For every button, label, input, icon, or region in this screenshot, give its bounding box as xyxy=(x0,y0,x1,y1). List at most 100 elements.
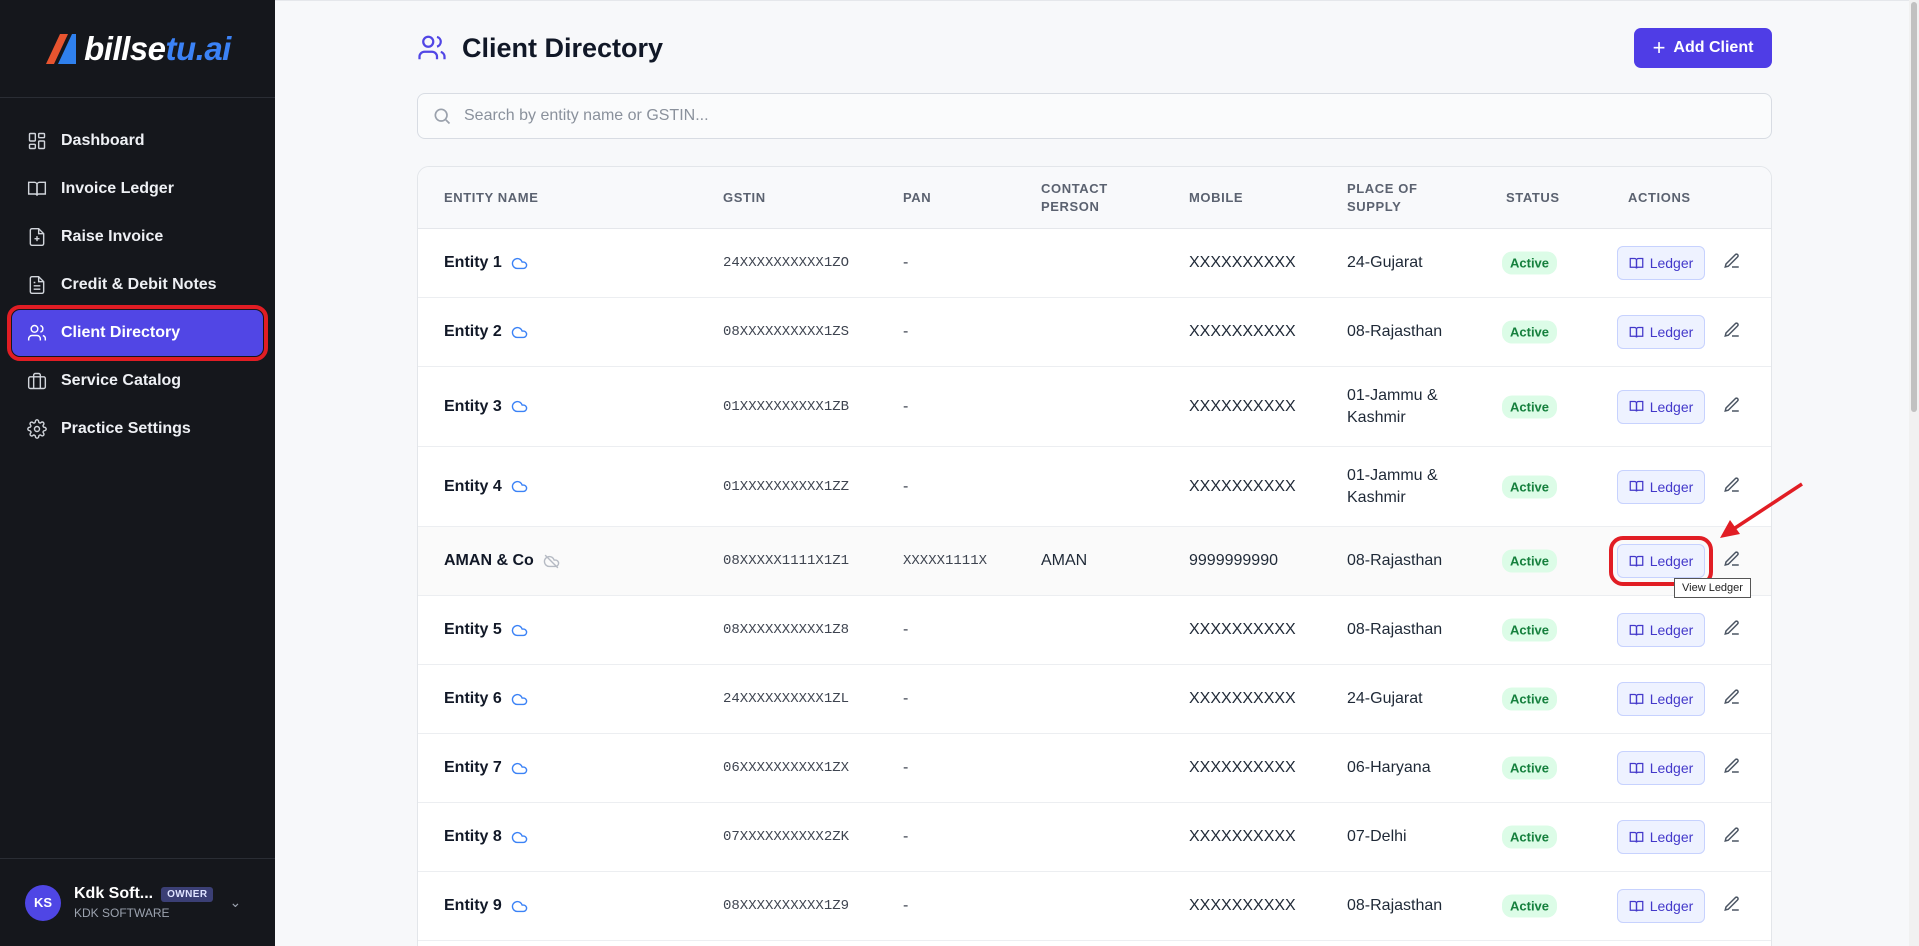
edit-icon xyxy=(1724,396,1739,412)
edit-button[interactable] xyxy=(1723,619,1745,641)
ledger-button[interactable]: Ledger xyxy=(1617,469,1705,504)
sidebar-item-practice-settings[interactable]: Practice Settings xyxy=(12,406,263,452)
edit-button[interactable] xyxy=(1723,688,1745,710)
file-text-icon xyxy=(29,275,45,295)
user-menu[interactable]: KS Kdk Soft... OWNER KDK SOFTWARE ⌄ xyxy=(0,858,275,946)
table-row[interactable]: Entity 8 07XXXXXXXXXX2ZK - XXXXXXXXXX 07… xyxy=(418,803,1771,872)
search-input[interactable] xyxy=(464,107,1664,125)
status-badge: Active xyxy=(1502,395,1558,418)
supply-cell: 08-Rajasthan xyxy=(1347,897,1443,914)
scrollbar[interactable] xyxy=(1909,0,1919,946)
book-icon xyxy=(1629,900,1644,912)
edit-button[interactable] xyxy=(1723,826,1745,848)
ledger-button[interactable]: Ledger xyxy=(1609,536,1713,586)
cloud-icon xyxy=(511,326,528,338)
pan-cell: - xyxy=(903,477,909,495)
cloud-icon xyxy=(511,693,528,705)
page-title: Client Directory xyxy=(462,32,664,63)
ledger-button[interactable]: Ledger xyxy=(1617,613,1705,647)
ledger-button[interactable]: Ledger xyxy=(1617,820,1705,854)
book-icon xyxy=(1629,555,1644,567)
table-row[interactable]: Entity 3 01XXXXXXXXXX1ZB - XXXXXXXXXX 01… xyxy=(418,367,1771,447)
mobile-cell: XXXXXXXXXX xyxy=(1189,897,1296,914)
gstin-cell: 08XXXXXXXXXX1Z9 xyxy=(723,898,850,914)
entity-name[interactable]: Entity 3 xyxy=(444,398,528,416)
cloud-icon xyxy=(511,400,528,413)
user-name: Kdk Soft... xyxy=(74,885,154,902)
pan-cell: - xyxy=(903,254,909,271)
add-client-button[interactable]: + Add Client xyxy=(1634,28,1772,68)
ledger-button[interactable]: Ledger xyxy=(1617,751,1705,785)
pan-cell: - xyxy=(903,397,909,415)
table-row[interactable]: Entity 5 08XXXXXXXXXX1Z8 - XXXXXXXXXX 08… xyxy=(418,596,1771,665)
status-badge: Active xyxy=(1502,825,1558,849)
sidebar-item-dashboard[interactable]: Dashboard xyxy=(12,118,263,164)
sidebar-item-invoice-ledger[interactable]: Invoice Ledger xyxy=(12,166,263,212)
mobile-cell: XXXXXXXXXX xyxy=(1189,254,1296,271)
entity-name[interactable]: Entity 2 xyxy=(444,323,528,341)
supply-cell: 06-Haryana xyxy=(1347,759,1431,776)
mobile-cell: XXXXXXXXXX xyxy=(1189,690,1296,707)
sidebar-item-credit-debit-notes[interactable]: Credit & Debit Notes xyxy=(12,262,263,308)
sidebar-item-label: Invoice Ledger xyxy=(61,180,174,197)
sidebar-item-raise-invoice[interactable]: Raise Invoice xyxy=(12,214,263,260)
ledger-button[interactable]: Ledger xyxy=(1617,246,1705,280)
chevron-down-icon[interactable]: ⌄ xyxy=(229,894,242,910)
clients-table: ENTITY NAME GSTIN PAN CONTACT PERSON MOBI… xyxy=(417,166,1772,946)
search-bar xyxy=(417,93,1772,139)
pan-cell: - xyxy=(903,323,909,340)
ledger-button[interactable]: Ledger xyxy=(1617,682,1705,716)
table-row[interactable]: Entity 1 24XXXXXXXXXX1ZO - XXXXXXXXXX 24… xyxy=(418,229,1771,298)
sidebar-item-service-catalog[interactable]: Service Catalog xyxy=(12,358,263,404)
divider xyxy=(275,0,1919,1)
supply-cell: 08-Rajasthan xyxy=(1347,323,1443,340)
supply-cell: 01-Jammu & Kashmir xyxy=(1347,466,1438,506)
cloud-icon xyxy=(511,900,528,912)
annotation-arrow-icon xyxy=(1720,482,1803,538)
edit-button[interactable] xyxy=(1723,757,1745,779)
edit-button[interactable] xyxy=(1723,895,1745,917)
table-header: ENTITY NAME GSTIN PAN CONTACT PERSON MOBI… xyxy=(418,167,1771,229)
table-row[interactable]: Entity 9 08XXXXXXXXXX1Z9 - XXXXXXXXXX 08… xyxy=(418,872,1771,941)
brand-logo[interactable]: billsetu.ai xyxy=(0,0,275,98)
entity-name[interactable]: Entity 7 xyxy=(444,759,528,777)
entity-name[interactable]: Entity 6 xyxy=(444,690,528,708)
supply-cell: 24-Gujarat xyxy=(1347,254,1423,271)
entity-name[interactable]: Entity 1 xyxy=(444,254,528,272)
ledger-button[interactable]: Ledger xyxy=(1617,889,1705,923)
table-row[interactable]: AMAN & Co 08XXXXX1111X1Z1 XXXXX1111X AMA… xyxy=(418,527,1771,596)
sidebar-item-label: Practice Settings xyxy=(61,420,191,437)
sidebar-item-client-directory[interactable]: Client Directory xyxy=(7,305,268,361)
edit-icon xyxy=(1724,253,1739,269)
ledger-button[interactable]: Ledger xyxy=(1617,389,1705,424)
entity-name[interactable]: Entity 8 xyxy=(444,828,528,846)
table-row[interactable]: Entity 7 06XXXXXXXXXX1ZX - XXXXXXXXXX 06… xyxy=(418,734,1771,803)
entity-name[interactable]: AMAN & Co xyxy=(444,552,560,570)
billsetu-logo-icon xyxy=(46,33,77,64)
scrollbar-thumb[interactable] xyxy=(1911,2,1917,412)
book-icon xyxy=(1629,480,1644,492)
table-row[interactable]: Entity 6 24XXXXXXXXXX1ZL - XXXXXXXXXX 24… xyxy=(418,665,1771,734)
edit-button[interactable] xyxy=(1723,321,1745,343)
edit-button[interactable] xyxy=(1723,550,1745,572)
edit-button[interactable] xyxy=(1723,476,1745,498)
edit-icon xyxy=(1724,476,1739,492)
plus-icon: + xyxy=(1652,35,1666,60)
table-row[interactable]: Entity 2 08XXXXXXXXXX1ZS - XXXXXXXXXX 08… xyxy=(418,298,1771,367)
edit-button[interactable] xyxy=(1723,396,1745,418)
table-row[interactable]: Entity 4 01XXXXXXXXXX1ZZ - XXXXXXXXXX 01… xyxy=(418,447,1771,527)
entity-name[interactable]: Entity 9 xyxy=(444,897,528,915)
sidebar: billsetu.ai Dashboard Invoice Ledger Rai… xyxy=(0,0,275,946)
entity-name[interactable]: Entity 5 xyxy=(444,621,528,639)
entity-name[interactable]: Entity 4 xyxy=(444,478,528,496)
column-header-status: STATUS xyxy=(1506,189,1560,205)
gstin-cell: 24XXXXXXXXXX1ZO xyxy=(723,255,850,271)
edit-icon xyxy=(1724,827,1739,843)
ledger-button[interactable]: Ledger xyxy=(1617,315,1705,349)
book-icon xyxy=(1629,693,1644,705)
gstin-cell: 01XXXXXXXXXX1ZZ xyxy=(723,478,850,495)
book-icon xyxy=(1629,257,1644,269)
edit-button[interactable] xyxy=(1723,252,1745,274)
user-info: Kdk Soft... OWNER KDK SOFTWARE xyxy=(74,885,214,920)
edit-icon xyxy=(1724,620,1739,636)
